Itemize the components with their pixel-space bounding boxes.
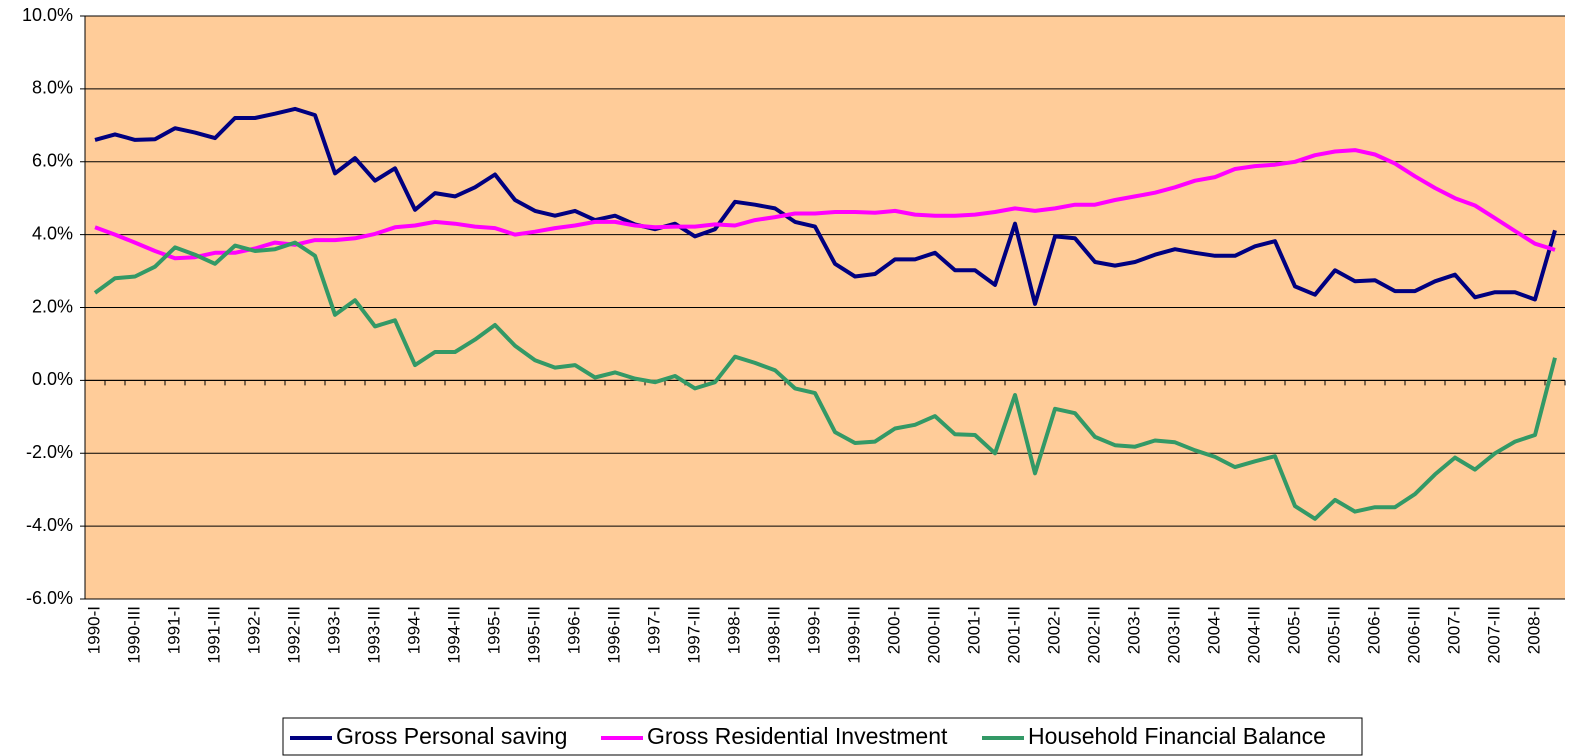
x-tick-label: 2005-I bbox=[1284, 606, 1303, 654]
x-tick-label: 2006-III bbox=[1404, 606, 1423, 664]
x-tick-label: 1997-III bbox=[684, 606, 703, 664]
series-line bbox=[93, 240, 1557, 521]
legend-label: Household Financial Balance bbox=[1028, 723, 1326, 749]
x-tick-label: 2000-III bbox=[924, 606, 943, 664]
y-tick-label: 0.0% bbox=[32, 369, 73, 389]
x-tick-label: 1992-I bbox=[244, 606, 263, 654]
x-tick-label: 1991-I bbox=[164, 606, 183, 654]
x-tick-label: 1999-III bbox=[844, 606, 863, 664]
x-tick-label: 2001-III bbox=[1004, 606, 1023, 664]
x-tick-label: 1994-III bbox=[444, 606, 463, 664]
x-tick-label: 2005-III bbox=[1324, 606, 1343, 664]
y-tick-label: -6.0% bbox=[26, 588, 73, 608]
x-tick-label: 1998-III bbox=[764, 606, 783, 664]
x-tick-label: 1997-I bbox=[644, 606, 663, 654]
x-tick-label: 2007-III bbox=[1484, 606, 1503, 664]
x-tick-label: 1999-I bbox=[804, 606, 823, 654]
x-tick-label: 1995-I bbox=[484, 606, 503, 654]
x-tick-label: 2004-III bbox=[1244, 606, 1263, 664]
x-tick-label: 1993-III bbox=[364, 606, 383, 664]
x-tick-label: 1996-I bbox=[564, 606, 583, 654]
x-tick-label: 2001-I bbox=[964, 606, 983, 654]
series-line bbox=[94, 106, 1557, 306]
legend-label: Gross Residential Investment bbox=[647, 723, 948, 749]
x-tick-label: 2008-I bbox=[1524, 606, 1543, 654]
x-tick-label: 2002-I bbox=[1044, 606, 1063, 654]
x-tick-label: 1998-I bbox=[724, 606, 743, 654]
x-tick-label: 1990-I bbox=[84, 606, 103, 654]
x-tick-label: 1994-I bbox=[404, 606, 423, 654]
y-tick-label: 6.0% bbox=[32, 151, 73, 171]
x-tick-label: 1991-III bbox=[204, 606, 223, 664]
y-tick-label: 2.0% bbox=[32, 296, 73, 316]
x-tick-label: 1995-III bbox=[524, 606, 543, 664]
legend bbox=[282, 717, 1363, 756]
x-tick-label: 2002-III bbox=[1084, 606, 1103, 664]
x-tick-label: 2003-I bbox=[1124, 606, 1143, 654]
x-tick-label: 2003-III bbox=[1164, 606, 1183, 664]
x-tick-label: 1992-III bbox=[284, 606, 303, 664]
legend-label: Gross Personal saving bbox=[336, 723, 567, 749]
y-tick-label: 10.0% bbox=[22, 5, 73, 25]
x-tick-label: 2004-I bbox=[1204, 606, 1223, 654]
y-tick-label: -2.0% bbox=[26, 442, 73, 462]
x-tick-label: 2000-I bbox=[884, 606, 903, 654]
y-tick-label: 8.0% bbox=[32, 78, 73, 98]
y-tick-label: 4.0% bbox=[32, 223, 73, 243]
x-tick-label: 1996-III bbox=[604, 606, 623, 664]
x-tick-label: 1990-III bbox=[124, 606, 143, 664]
series-line bbox=[94, 148, 1556, 261]
x-tick-label: 2007-I bbox=[1444, 606, 1463, 654]
x-tick-label: 2006-I bbox=[1364, 606, 1383, 654]
x-tick-label: 1993-I bbox=[324, 606, 343, 654]
y-tick-label: -4.0% bbox=[26, 515, 73, 535]
